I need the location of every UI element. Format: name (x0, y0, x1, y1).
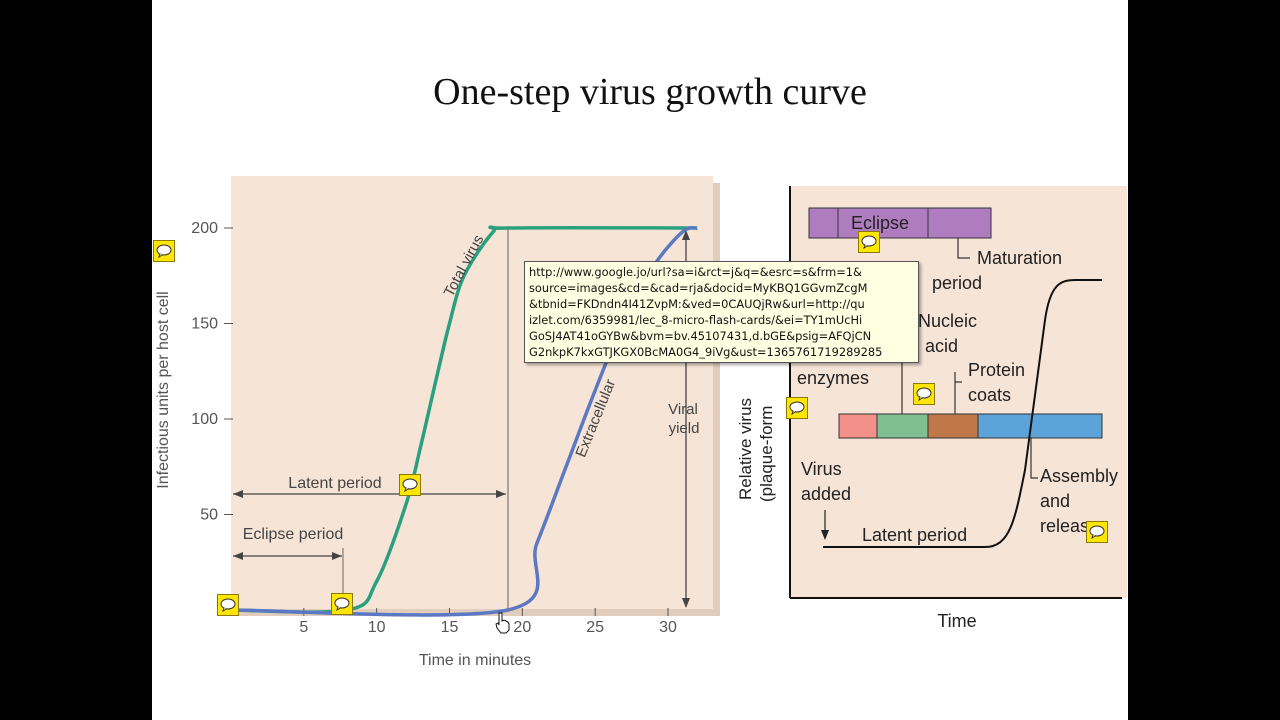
enzymes-label: enzymes (797, 368, 869, 388)
x-tick-label: 10 (368, 619, 386, 636)
series-line-total-virus (230, 225, 698, 614)
x-tick-label: 20 (513, 619, 531, 636)
comment-speech-bubble-icon[interactable] (1086, 521, 1108, 543)
latent-period-label: Latent period (288, 475, 381, 492)
series-group (230, 225, 698, 617)
assembly-bracket (1030, 438, 1038, 479)
x-tick-label: 5 (299, 619, 308, 636)
stage-bar-blue (977, 413, 1103, 439)
arrow-head-down (682, 598, 690, 608)
eclipse-label: Eclipse (851, 213, 909, 233)
relative-virus-curve (823, 279, 1102, 548)
y-ticks: 50 100 150 200 (191, 220, 233, 524)
comment-speech-bubble-icon[interactable] (858, 231, 880, 253)
eclipse-period-label: Eclipse period (243, 526, 344, 543)
arrow-head-left (233, 490, 243, 498)
comment-speech-bubble-icon[interactable] (913, 383, 935, 405)
stage-bar-brown (927, 413, 979, 439)
y-tick-label: 100 (191, 411, 218, 428)
x-tick-label: 25 (586, 619, 604, 636)
arrow-head-right (332, 552, 342, 560)
x-tick-label: 30 (659, 619, 677, 636)
protein-label: Protein (968, 360, 1025, 380)
x-axis-label: Time in minutes (419, 652, 531, 669)
virus-label: Virus (801, 459, 842, 479)
arrow-head-down (821, 530, 829, 540)
x-ticks: 5 10 15 20 25 30 (299, 608, 677, 636)
comment-speech-bubble-icon[interactable] (217, 594, 239, 616)
comment-speech-bubble-icon[interactable] (331, 593, 353, 615)
acid-label: acid (925, 336, 958, 356)
arrow-head-right (496, 490, 506, 498)
diagram-y-axis-label: Relative virus (736, 398, 755, 500)
url-tooltip: http://www.google.jo/url?sa=i&rct=j&q=&e… (524, 261, 919, 363)
viral-yield-label: yield (669, 420, 700, 437)
eclipse-bar (808, 207, 992, 239)
arrow-head-left (233, 552, 243, 560)
coats-label: coats (968, 385, 1011, 405)
stage-bar-green (876, 413, 929, 439)
hand-cursor-icon (495, 612, 510, 634)
comment-speech-bubble-icon[interactable] (399, 474, 421, 496)
series-line-extracellular (230, 226, 698, 617)
stage-bar-pink (838, 413, 878, 439)
comment-speech-bubble-icon[interactable] (786, 397, 808, 419)
y-tick-label: 150 (191, 316, 218, 333)
diagram-y-axis-label: (plaque-form (757, 406, 776, 502)
nucleic-label: Nucleic (918, 311, 977, 331)
added-label: added (801, 484, 851, 504)
maturation-bracket (957, 238, 970, 259)
arrow-head-up (682, 230, 690, 240)
period-label: period (932, 273, 982, 293)
and-label: and (1040, 491, 1070, 511)
maturation-label: Maturation (977, 248, 1062, 268)
slide-title: One-step virus growth curve (433, 71, 867, 113)
chart-background (231, 176, 713, 609)
comment-speech-bubble-icon[interactable] (153, 240, 175, 262)
y-tick-label: 50 (200, 507, 218, 524)
release-label: releas (1040, 516, 1089, 536)
x-tick-label: 15 (441, 619, 459, 636)
diagram-x-axis-label: Time (937, 611, 976, 631)
y-tick-label: 200 (191, 220, 218, 237)
diagram-latent-period-label: Latent period (862, 525, 967, 545)
viral-yield-label: Viral (668, 401, 698, 418)
y-axis-label: Infectious units per host cell (155, 291, 172, 488)
assembly-label: Assembly (1040, 466, 1118, 486)
